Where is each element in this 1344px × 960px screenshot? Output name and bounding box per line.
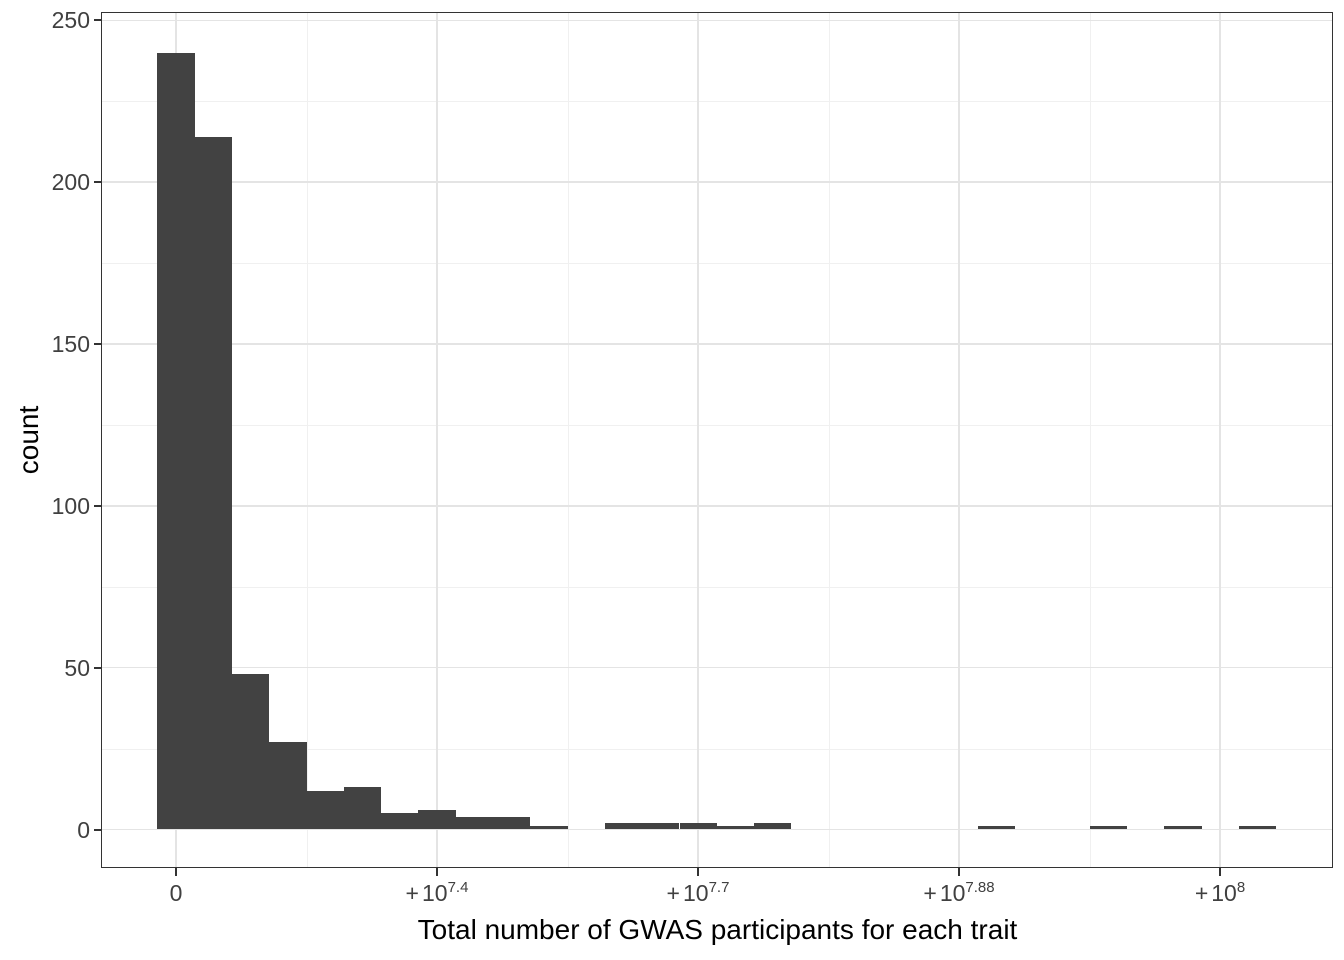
x-tick-label: +108 bbox=[1195, 880, 1245, 906]
histogram-bar bbox=[642, 823, 680, 830]
histogram-bar bbox=[157, 52, 195, 830]
x-tick-label-exponent: 8 bbox=[1236, 879, 1246, 896]
x-gridline-minor bbox=[1089, 13, 1091, 868]
y-gridline-minor bbox=[102, 748, 1333, 750]
y-tick-label: 50 bbox=[64, 654, 90, 681]
y-gridline-major bbox=[102, 828, 1333, 831]
x-tick-label-prefix: + bbox=[923, 880, 937, 906]
histogram-bar bbox=[418, 810, 456, 830]
x-tick-label: +107.7 bbox=[667, 880, 730, 906]
histogram-bar bbox=[754, 823, 792, 830]
x-tick-label-base: 10 bbox=[421, 880, 448, 906]
x-tick-label-prefix: + bbox=[1194, 880, 1209, 906]
plot-panel bbox=[102, 13, 1333, 868]
y-tick-mark bbox=[94, 504, 102, 507]
y-gridline-minor bbox=[102, 101, 1333, 103]
histogram-bar bbox=[493, 816, 531, 830]
y-gridline-minor bbox=[102, 586, 1333, 588]
x-tick-label-exponent: 7.4 bbox=[447, 879, 469, 896]
x-gridline-major bbox=[958, 13, 960, 868]
y-axis-title: count bbox=[13, 405, 44, 475]
y-tick-label: 250 bbox=[51, 7, 90, 34]
histogram-bar bbox=[343, 787, 382, 830]
y-tick-mark bbox=[94, 19, 102, 22]
x-axis-title: Total number of GWAS participants for ea… bbox=[417, 914, 1018, 945]
y-tick-mark bbox=[94, 828, 102, 831]
x-tick-label-base: 10 bbox=[1211, 880, 1237, 906]
x-tick-label-prefix: + bbox=[666, 880, 680, 906]
histogram-bar bbox=[1239, 826, 1277, 830]
histogram-bar bbox=[977, 826, 1016, 830]
y-tick-label: 100 bbox=[51, 492, 90, 519]
y-tick-mark bbox=[94, 181, 102, 184]
y-tick-label: 0 bbox=[77, 816, 90, 843]
y-gridline-major bbox=[102, 343, 1333, 345]
x-tick-label: +107.4 bbox=[406, 880, 469, 906]
y-gridline-major bbox=[102, 181, 1333, 183]
x-tick-label: +107.88 bbox=[923, 880, 994, 906]
y-tick-label: 200 bbox=[51, 169, 90, 196]
y-gridline-minor bbox=[102, 263, 1333, 265]
x-tick-label-prefix: + bbox=[405, 880, 419, 906]
histogram-bar bbox=[306, 790, 344, 830]
x-tick-label: 0 bbox=[169, 880, 183, 906]
y-gridline-major bbox=[102, 19, 1333, 21]
x-tick-mark bbox=[1219, 868, 1221, 876]
x-tick-label-base: 10 bbox=[682, 880, 709, 906]
y-gridline-major bbox=[102, 666, 1333, 669]
histogram-bar bbox=[269, 742, 307, 830]
x-gridline-major bbox=[1219, 13, 1221, 868]
histogram-bar bbox=[1164, 826, 1202, 830]
x-tick-label-base: 10 bbox=[939, 880, 966, 906]
y-tick-mark bbox=[94, 666, 102, 669]
x-tick-mark bbox=[175, 868, 177, 876]
histogram-bar bbox=[604, 823, 643, 830]
histogram-bar bbox=[1089, 826, 1128, 830]
x-gridline-minor bbox=[306, 13, 308, 868]
x-tick-mark bbox=[958, 868, 960, 876]
x-tick-mark bbox=[697, 868, 699, 876]
x-tick-label-exponent: 7.7 bbox=[708, 879, 730, 896]
x-gridline-major bbox=[697, 13, 699, 868]
x-gridline-minor bbox=[567, 13, 569, 868]
histogram-bar bbox=[232, 674, 270, 830]
y-tick-label: 150 bbox=[51, 330, 90, 357]
x-tick-mark bbox=[436, 868, 438, 876]
y-tick-mark bbox=[94, 342, 102, 345]
y-gridline-minor bbox=[102, 424, 1333, 426]
y-gridline-major bbox=[102, 505, 1333, 507]
x-gridline-major bbox=[436, 13, 438, 868]
histogram-bar bbox=[679, 823, 717, 830]
histogram-bar bbox=[194, 136, 232, 830]
histogram-bar bbox=[455, 816, 493, 830]
x-tick-label-exponent: 7.88 bbox=[965, 879, 995, 896]
histogram-bar bbox=[530, 826, 568, 830]
x-gridline-minor bbox=[828, 13, 830, 868]
histogram-bar bbox=[381, 813, 419, 830]
histogram-bar bbox=[716, 826, 755, 830]
